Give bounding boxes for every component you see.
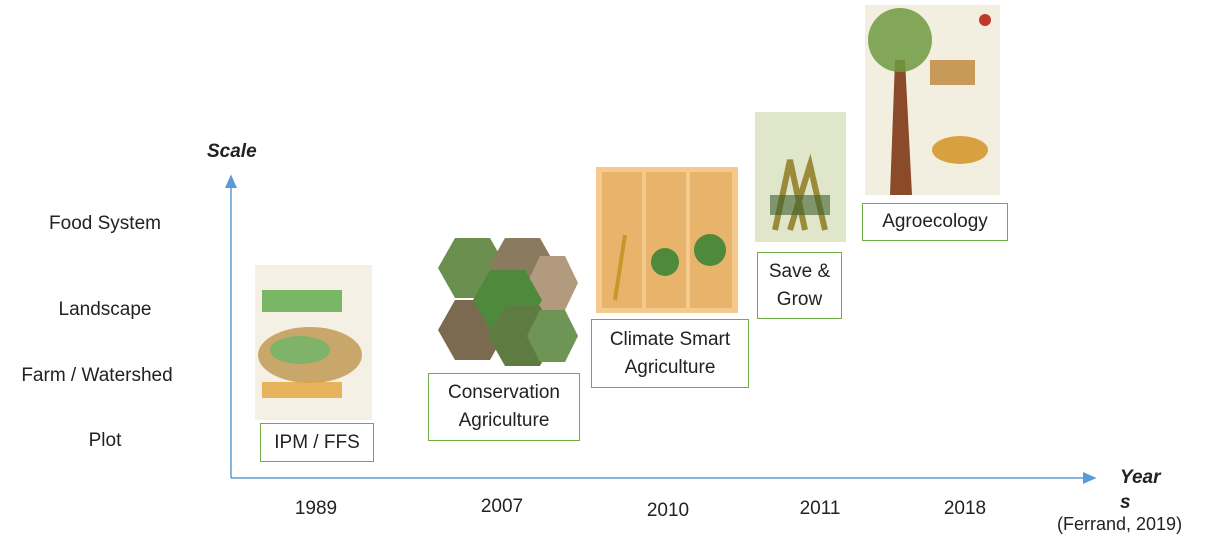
y-level: Food System <box>49 213 161 234</box>
y-level: Landscape <box>58 299 152 320</box>
year: 2011 <box>799 498 841 519</box>
milestone-box: Save & Grow <box>757 252 842 319</box>
y-level: Farm / Watershed <box>21 365 173 386</box>
y-level: Plot <box>88 430 122 451</box>
csa-covers <box>596 167 738 313</box>
ffs-cover <box>255 265 372 420</box>
year: 2010 <box>646 500 690 521</box>
milestone-box: Conservation Agriculture <box>428 373 580 441</box>
y-axis-label: Scale <box>207 141 257 162</box>
save-grow-cover <box>755 112 846 242</box>
year: 1989 <box>294 498 338 519</box>
conservation-photos <box>438 238 578 366</box>
agroecology-cover <box>865 5 1000 195</box>
year: 2018 <box>943 498 987 519</box>
citation: (Ferrand, 2019) <box>1057 514 1183 534</box>
milestone-box: IPM / FFS <box>260 423 374 462</box>
milestone-box: Agroecology <box>862 203 1008 241</box>
x-axis-label: Years <box>1120 467 1161 513</box>
year: 2007 <box>480 496 524 517</box>
milestone-box: Climate Smart Agriculture <box>591 319 749 388</box>
